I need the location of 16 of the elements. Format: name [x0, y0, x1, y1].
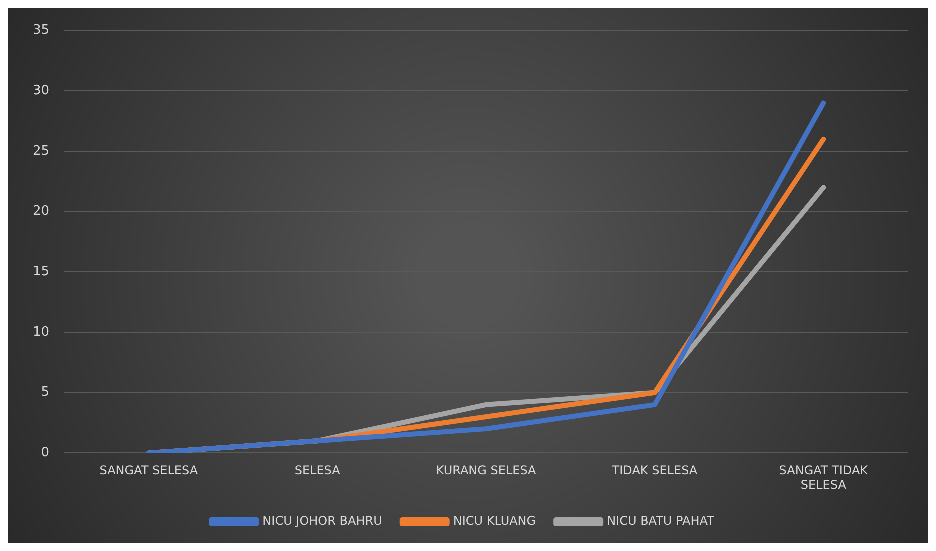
- y-tick-label: 30: [32, 84, 50, 99]
- y-tick-label: 35: [32, 23, 50, 38]
- x-tick-label: SANGAT TIDAK SELESA: [779, 464, 870, 492]
- legend-label: NICU KLUANG: [453, 514, 536, 528]
- x-tick-label: KURANG SELESA: [436, 464, 538, 478]
- y-tick-label: 10: [32, 324, 50, 340]
- legend-label: NICU JOHOR BAHRU: [262, 514, 382, 528]
- y-tick-label: 20: [32, 204, 50, 220]
- y-tick-label: 5: [41, 385, 50, 400]
- y-tick-label: 0: [41, 446, 50, 461]
- x-tick-label: SELESA: [294, 464, 342, 478]
- y-tick-label: 25: [32, 144, 50, 159]
- x-tick-label: SANGAT SELESA: [100, 464, 199, 478]
- y-tick-label: 15: [32, 264, 50, 280]
- legend-label: NICU BATU PAHAT: [607, 514, 715, 528]
- x-tick-label: TIDAK SELESA: [611, 464, 698, 478]
